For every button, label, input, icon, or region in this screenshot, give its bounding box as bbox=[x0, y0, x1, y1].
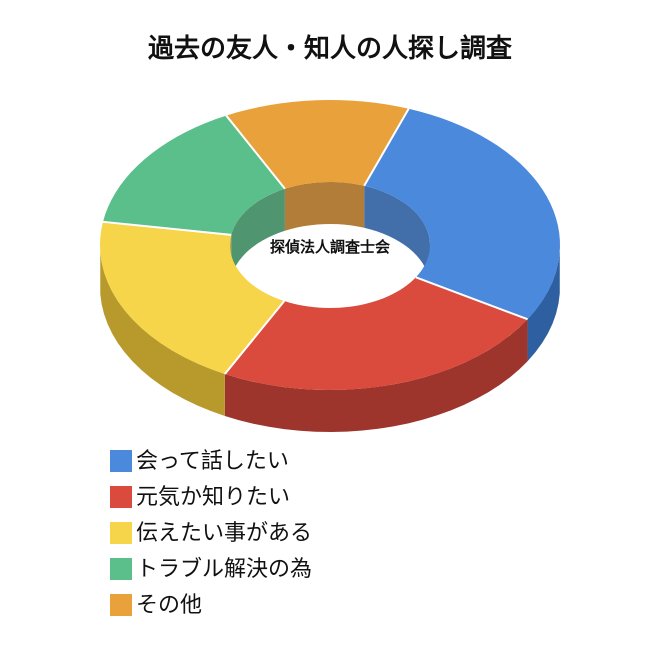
chart-container: { "chart": { "type": "donut-3d", "title"… bbox=[0, 0, 660, 660]
donut-svg bbox=[90, 90, 570, 442]
legend-label: トラブル解決の為 bbox=[136, 558, 312, 580]
legend-label: その他 bbox=[136, 594, 202, 616]
legend-swatch bbox=[110, 450, 132, 472]
legend-item: 会って話したい bbox=[110, 450, 312, 472]
legend-swatch bbox=[110, 486, 132, 508]
legend-swatch bbox=[110, 558, 132, 580]
legend-label: 会って話したい bbox=[136, 450, 289, 472]
legend-swatch bbox=[110, 522, 132, 544]
legend-item: 伝えたい事がある bbox=[110, 522, 312, 544]
legend-item: 元気か知りたい bbox=[110, 486, 312, 508]
chart-title: 過去の友人・知人の人探し調査 bbox=[0, 28, 660, 65]
legend-label: 元気か知りたい bbox=[136, 486, 290, 508]
legend: 会って話したい元気か知りたい伝えたい事があるトラブル解決の為その他 bbox=[110, 450, 312, 630]
donut-inner-side bbox=[285, 182, 364, 231]
legend-swatch bbox=[110, 594, 132, 616]
legend-label: 伝えたい事がある bbox=[136, 522, 312, 544]
donut-chart bbox=[90, 90, 570, 442]
legend-item: トラブル解決の為 bbox=[110, 558, 312, 580]
donut-center-label: 探偵法人調査士会 bbox=[270, 236, 390, 257]
legend-item: その他 bbox=[110, 594, 312, 616]
